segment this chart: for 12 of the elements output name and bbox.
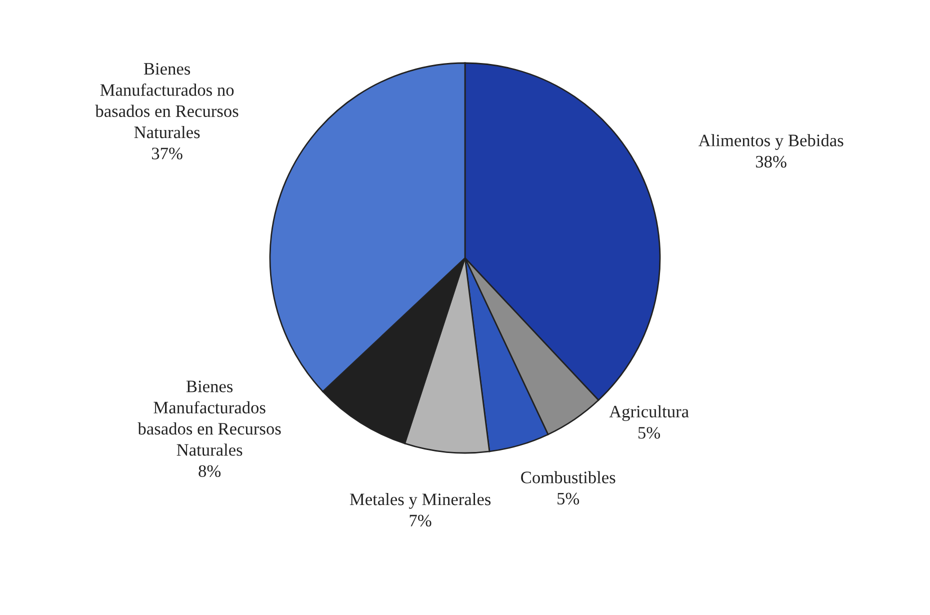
data-label: 38% — [756, 156, 786, 168]
slice-label: Metales y Minerales — [350, 493, 491, 509]
data-label: 5% — [638, 426, 660, 439]
data-label: 5% — [558, 492, 580, 505]
slice-label: Bienes Manufacturados no basados en Recursos Naturales — [95, 63, 238, 138]
data-label: 8% — [198, 465, 221, 478]
slice-label: Combustibles — [521, 471, 616, 484]
slice-label: Alimentos y Bebidas — [698, 134, 844, 150]
data-label: 7% — [410, 514, 432, 526]
slice-label: Bienes Manufacturados basados en Recursos Naturales — [138, 380, 281, 456]
data-label: 37% — [152, 148, 182, 160]
slice-label: Agricultura — [609, 405, 689, 422]
